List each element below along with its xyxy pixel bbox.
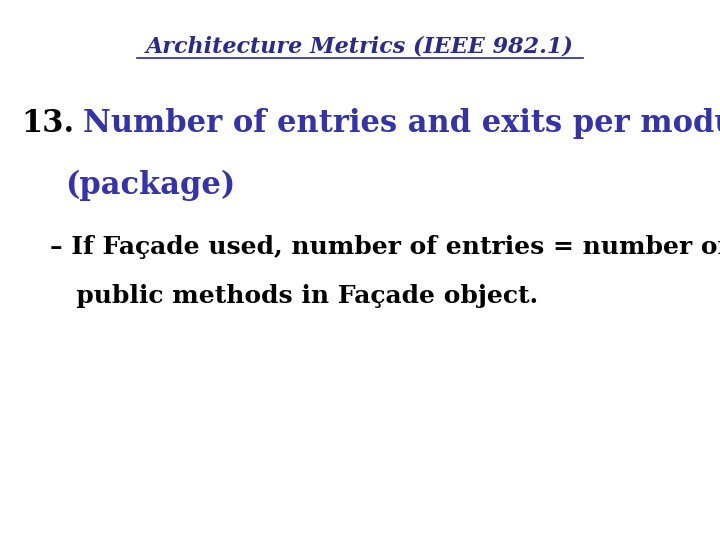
Text: Number of entries and exits per module: Number of entries and exits per module xyxy=(83,108,720,139)
Text: (package): (package) xyxy=(65,170,235,201)
Text: – If Façade used, number of entries = number of: – If Façade used, number of entries = nu… xyxy=(50,235,720,259)
Text: 13.: 13. xyxy=(22,108,75,139)
Text: Architecture Metrics (IEEE 982.1): Architecture Metrics (IEEE 982.1) xyxy=(146,35,574,57)
Text: public methods in Façade object.: public methods in Façade object. xyxy=(50,284,539,307)
